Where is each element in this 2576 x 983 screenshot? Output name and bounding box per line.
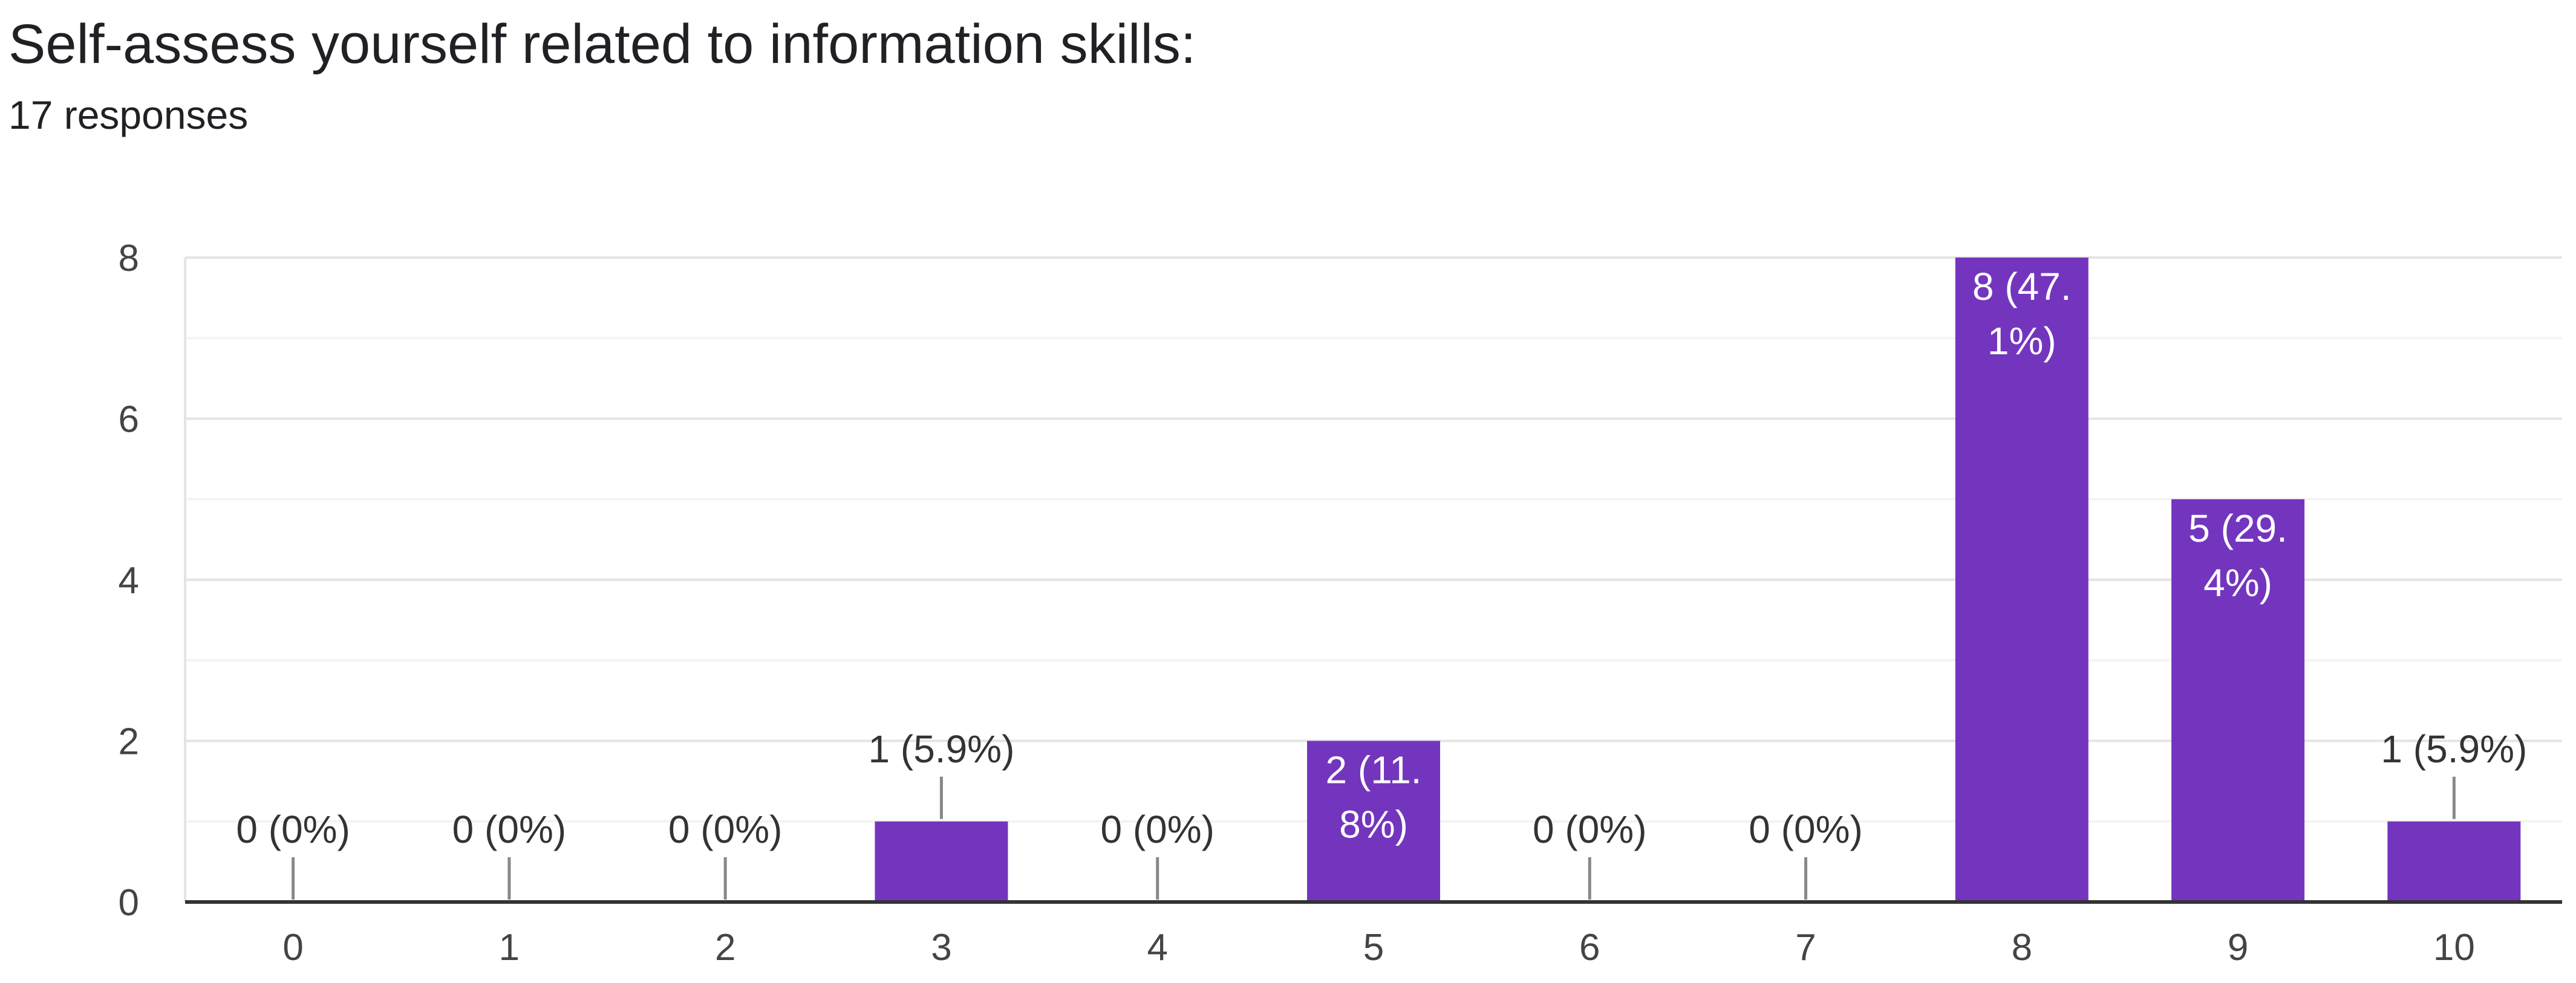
x-tick-label: 2 (715, 927, 735, 968)
x-tick-label: 8 (2012, 927, 2032, 968)
data-label: 1 (5.9%) (2381, 727, 2527, 771)
data-label: 0 (0%) (668, 808, 783, 851)
bar (1955, 258, 2089, 902)
x-tick-label: 6 (1579, 927, 1600, 968)
bar (1307, 741, 1440, 902)
data-label: 1%) (1987, 319, 2056, 363)
data-label: 5 (29. (2188, 507, 2287, 550)
data-label: 0 (0%) (1749, 808, 1863, 851)
bar (875, 821, 1008, 902)
data-label: 0 (0%) (452, 808, 567, 851)
y-tick-label: 0 (119, 882, 139, 924)
data-label: 2 (11. (1326, 748, 1422, 792)
y-tick-label: 4 (119, 560, 139, 602)
data-label: 8%) (1339, 803, 1408, 846)
x-tick-label: 3 (931, 927, 951, 968)
bar (2387, 821, 2521, 902)
data-label: 0 (0%) (236, 808, 350, 851)
y-tick-label: 8 (119, 238, 139, 279)
y-tick-label: 6 (119, 399, 139, 441)
response-count: 17 responses (8, 92, 249, 137)
chart-title: Self-assess yourself related to informat… (8, 13, 1196, 75)
data-label: 0 (0%) (1100, 808, 1215, 851)
bar (2171, 499, 2305, 902)
x-tick-label: 0 (282, 927, 303, 968)
x-tick-label: 7 (1795, 927, 1816, 968)
x-tick-label: 1 (499, 927, 520, 968)
data-label: 8 (47. (1972, 265, 2072, 308)
y-tick-label: 2 (119, 721, 139, 763)
x-tick-label: 9 (2228, 927, 2248, 968)
x-tick-label: 10 (2433, 927, 2475, 968)
data-label: 1 (5.9%) (869, 727, 1015, 771)
x-tick-label: 4 (1147, 927, 1167, 968)
x-tick-label: 5 (1363, 927, 1384, 968)
data-label: 0 (0%) (1533, 808, 1647, 851)
data-label: 4%) (2203, 561, 2272, 605)
